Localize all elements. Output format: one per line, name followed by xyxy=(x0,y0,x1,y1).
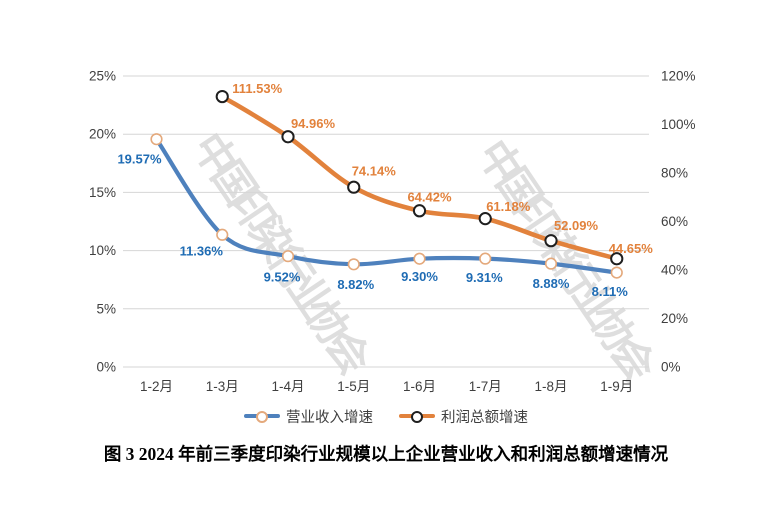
x-axis-label: 1-7月 xyxy=(469,379,502,394)
profit-data-point[interactable] xyxy=(478,212,492,226)
profit-series-icon xyxy=(399,410,435,423)
profit-data-point[interactable] xyxy=(544,234,558,248)
revenue-data-label: 9.31% xyxy=(466,270,503,285)
left-axis-tick: 5% xyxy=(96,301,116,316)
profit-data-labels: 111.53% 94.96% 74.14% 64.42% 61.18% 52.09% 44.… xyxy=(232,81,653,256)
left-axis-tick: 0% xyxy=(96,360,116,375)
x-axis-labels: 1-2月 1-3月 1-4月 1-5月 1-6月 1-7月 1-8月 1-9月 xyxy=(140,379,633,394)
revenue-data-label: 9.30% xyxy=(401,269,438,284)
legend-item-profit[interactable]: 利润总额增速 xyxy=(399,406,528,427)
revenue-data-point[interactable] xyxy=(347,258,360,271)
right-axis-ticks: 0% 20% 40% 60% 80% 100% 120% xyxy=(661,69,696,375)
profit-data-label: 111.53% xyxy=(232,81,282,96)
right-axis-tick: 20% xyxy=(661,311,688,326)
revenue-series-icon xyxy=(244,410,280,423)
left-axis-tick: 20% xyxy=(89,127,116,142)
x-axis-label: 1-9月 xyxy=(600,379,633,394)
profit-data-label: 74.14% xyxy=(352,164,397,179)
revenue-data-label: 8.88% xyxy=(533,276,570,291)
profit-data-point[interactable] xyxy=(610,252,624,266)
left-axis-tick: 25% xyxy=(89,69,116,84)
revenue-markers xyxy=(150,133,623,279)
legend-label-revenue: 营业收入增速 xyxy=(286,409,373,426)
legend-label-profit: 利润总额增速 xyxy=(441,409,528,426)
profit-markers xyxy=(215,89,624,266)
profit-series-path xyxy=(219,94,620,261)
legend-item-revenue[interactable]: 营业收入增速 xyxy=(244,406,373,427)
revenue-series-path xyxy=(154,137,619,275)
revenue-data-point[interactable] xyxy=(479,252,492,265)
profit-data-point[interactable] xyxy=(281,130,295,144)
right-axis-tick: 100% xyxy=(661,117,696,132)
x-axis-label: 1-4月 xyxy=(271,379,304,394)
profit-data-point[interactable] xyxy=(412,204,427,218)
x-axis-label: 1-8月 xyxy=(534,379,567,394)
revenue-data-label: 8.82% xyxy=(337,277,374,292)
left-axis-tick: 10% xyxy=(89,243,116,258)
left-axis-ticks: 0% 5% 10% 15% 20% 25% xyxy=(89,69,116,375)
right-axis-tick: 60% xyxy=(661,214,688,229)
revenue-data-point[interactable] xyxy=(281,250,295,263)
revenue-data-label: 11.36% xyxy=(180,243,224,258)
revenue-data-point[interactable] xyxy=(150,133,163,146)
figure-caption: 图 3 2024 年前三季度印染行业规模以上企业营业收入和利润总额增速情况 xyxy=(103,444,669,464)
x-axis-label: 1-6月 xyxy=(403,379,436,394)
profit-data-label: 44.65% xyxy=(609,241,654,256)
revenue-data-point[interactable] xyxy=(544,257,558,270)
x-axis-label: 1-2月 xyxy=(140,379,173,394)
right-axis-tick: 0% xyxy=(661,360,681,375)
gridlines xyxy=(123,75,649,368)
revenue-data-label: 9.52% xyxy=(264,270,301,285)
revenue-data-point[interactable] xyxy=(216,228,229,241)
revenue-data-labels: 19.57% 11.36% 9.52% 8.82% 9.30% 9.31% 8.88% 8.1… xyxy=(117,152,628,299)
profit-data-point[interactable] xyxy=(347,180,361,194)
profit-data-label: 52.09% xyxy=(554,218,599,233)
right-axis-tick: 120% xyxy=(661,69,696,84)
line-chart: 0% 5% 10% 15% 20% 25% 0% 20% 40% 60% 80% 100% 120% 1-… xyxy=(89,69,696,395)
profit-data-label: 64.42% xyxy=(407,189,452,204)
profit-data-point[interactable] xyxy=(215,89,229,104)
x-axis-label: 1-5月 xyxy=(337,379,370,394)
profit-data-label: 94.96% xyxy=(291,116,336,131)
revenue-line xyxy=(154,137,619,275)
revenue-data-point[interactable] xyxy=(610,266,623,279)
revenue-data-label: 19.57% xyxy=(117,152,162,167)
profit-data-label: 61.18% xyxy=(486,199,531,214)
right-axis-tick: 40% xyxy=(661,263,688,278)
chart-legend: 营业收入增速 利润总额增速 xyxy=(0,403,772,429)
profit-line xyxy=(219,94,620,261)
left-axis-tick: 15% xyxy=(89,185,116,200)
right-axis-tick: 80% xyxy=(661,166,688,181)
revenue-data-label: 8.11% xyxy=(592,284,629,299)
x-axis-label: 1-3月 xyxy=(206,379,239,394)
revenue-data-point[interactable] xyxy=(413,252,426,265)
